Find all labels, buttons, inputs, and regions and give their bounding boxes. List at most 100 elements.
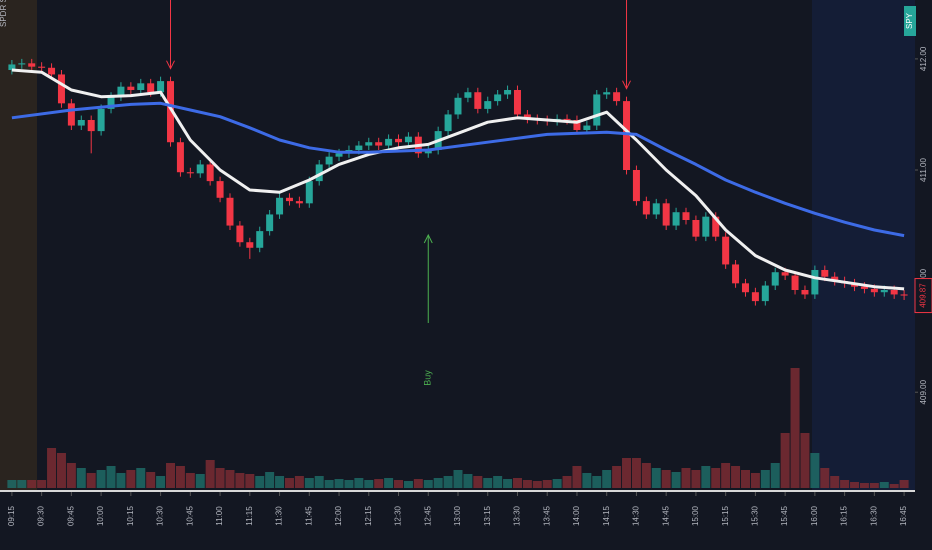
- volume-bar: [27, 480, 37, 488]
- candle-body: [325, 156, 333, 165]
- candle-body: [494, 94, 502, 102]
- postmarket-shade: [812, 0, 915, 490]
- volume-bar: [602, 470, 612, 488]
- candle-body: [722, 236, 730, 265]
- x-tick-label: 11:15: [245, 506, 254, 526]
- volume-bar: [106, 466, 116, 488]
- x-tick-label: 11:45: [304, 506, 313, 526]
- volume-bar: [552, 479, 562, 488]
- candle-body: [821, 270, 829, 277]
- volume-bar: [483, 478, 493, 488]
- x-tick-label: 14:15: [602, 505, 611, 526]
- candle-body: [652, 203, 660, 215]
- volume-bar: [413, 479, 423, 488]
- candle-body: [48, 67, 56, 75]
- volume-bar: [433, 478, 443, 488]
- candle-body: [890, 290, 898, 295]
- volume-bar: [651, 468, 661, 488]
- volume-bar: [47, 448, 57, 488]
- volume-bar: [731, 466, 741, 488]
- volume-bar: [889, 484, 899, 488]
- x-tick-label: 15:00: [691, 505, 700, 526]
- volume-bar: [7, 480, 17, 488]
- volume-bar: [156, 476, 166, 488]
- volume-bar: [503, 479, 513, 488]
- x-tick-label: 10:45: [185, 505, 194, 526]
- volume-bar: [384, 478, 394, 488]
- candle-body: [870, 288, 878, 293]
- candle-body: [672, 212, 680, 226]
- volume-bar: [562, 476, 572, 488]
- volume-bar: [235, 473, 245, 488]
- x-tick-label: 14:00: [572, 505, 581, 526]
- x-tick-label: 16:00: [810, 505, 819, 526]
- candle-body: [315, 164, 323, 182]
- candle-body: [365, 142, 373, 146]
- candle-body: [266, 214, 274, 232]
- candle-body: [117, 86, 125, 97]
- x-tick-label: 11:00: [215, 506, 224, 526]
- candle-body: [256, 231, 264, 248]
- candle-body: [712, 216, 720, 237]
- candle-body: [236, 225, 244, 243]
- volume-bar: [899, 480, 909, 488]
- candle-body: [613, 92, 621, 102]
- volume-bar: [750, 473, 760, 488]
- candle-body: [147, 83, 155, 93]
- x-tick-label: 14:45: [661, 505, 670, 526]
- candle-body: [395, 138, 403, 143]
- sell-arrow-head: [166, 60, 175, 70]
- volume-bar: [463, 474, 473, 488]
- candle-body: [791, 275, 799, 290]
- candle-body: [67, 103, 75, 126]
- candle-body: [176, 142, 184, 173]
- candle-body: [246, 242, 254, 248]
- volume-bar: [879, 482, 889, 488]
- volume-bar: [334, 479, 344, 488]
- x-tick-label: 13:00: [453, 505, 462, 526]
- volume-bar: [453, 470, 463, 488]
- candle-body: [771, 272, 779, 286]
- candle-body: [18, 63, 26, 65]
- x-tick-label: 15:30: [751, 505, 760, 526]
- candle-body: [880, 290, 888, 293]
- candle-body: [335, 153, 343, 157]
- volume-bar: [740, 470, 750, 488]
- x-tick-label: 16:15: [840, 505, 849, 526]
- volume-bar: [641, 463, 651, 488]
- candle-body: [424, 150, 432, 154]
- candle-body: [642, 201, 650, 215]
- candle-body: [216, 181, 224, 198]
- volume-bar: [17, 480, 27, 488]
- volume-bar: [671, 472, 681, 488]
- candle-body: [474, 92, 482, 109]
- volume-bar: [572, 466, 582, 488]
- chart-title: SPDR S&P 500 ETF TRUST, 5, Arca: [0, 0, 8, 27]
- volume-bar: [790, 368, 800, 488]
- volume-bar: [612, 466, 622, 488]
- volume-bar: [840, 480, 850, 488]
- y-tick-label: 411.00: [919, 158, 928, 182]
- x-tick-label: 13:45: [542, 505, 551, 526]
- x-tick-label: 12:45: [423, 505, 432, 526]
- candle-body: [623, 101, 631, 170]
- volume-bar: [126, 470, 136, 488]
- volume-bar: [354, 478, 364, 488]
- candle-body: [692, 220, 700, 237]
- candle-body: [206, 164, 214, 182]
- candle-body: [355, 145, 363, 150]
- candle-body: [186, 172, 194, 174]
- candle-body: [751, 292, 759, 302]
- candle-body: [513, 90, 521, 115]
- candle-body: [97, 108, 105, 132]
- price-tag: [914, 278, 932, 314]
- volume-bar: [37, 480, 47, 488]
- candle-body: [28, 63, 36, 67]
- candle-body: [444, 114, 452, 132]
- volume-bar: [314, 476, 324, 488]
- volume-bar: [423, 480, 433, 488]
- x-tick-label: 09:15: [7, 505, 16, 526]
- volume-bar: [245, 474, 255, 488]
